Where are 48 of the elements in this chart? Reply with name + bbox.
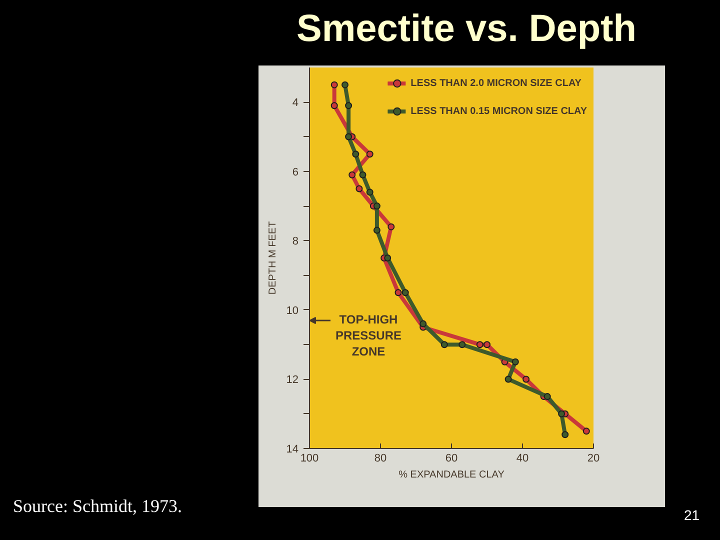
point bbox=[512, 358, 519, 366]
y-tick-label: 14 bbox=[286, 444, 299, 456]
point bbox=[373, 202, 380, 210]
point bbox=[388, 223, 395, 230]
point bbox=[366, 150, 374, 158]
point bbox=[562, 431, 569, 438]
x-tick-label: 60 bbox=[445, 452, 458, 464]
point bbox=[394, 289, 402, 296]
point bbox=[402, 289, 409, 296]
point bbox=[544, 393, 551, 400]
point bbox=[384, 254, 392, 262]
point bbox=[342, 81, 348, 88]
point bbox=[522, 376, 530, 383]
point bbox=[458, 341, 466, 348]
chart-title: Smectite vs. Depth bbox=[296, 7, 636, 52]
point bbox=[356, 185, 363, 192]
point bbox=[345, 133, 352, 140]
x-tick-label: 20 bbox=[587, 452, 600, 464]
legend-label: LESS THAN 0.15 MICRON SIZE CLAY bbox=[410, 106, 587, 116]
y-tick-label: 12 bbox=[286, 374, 299, 386]
point bbox=[352, 150, 360, 158]
point bbox=[440, 341, 448, 348]
y-tick-label: 10 bbox=[286, 304, 299, 317]
y-tick-label: 6 bbox=[292, 166, 299, 178]
text: 21 bbox=[684, 506, 700, 525]
y-tick-label: 4 bbox=[292, 97, 299, 110]
point bbox=[484, 341, 490, 348]
point bbox=[582, 428, 590, 435]
point bbox=[373, 226, 380, 234]
legend-label: LESS THAN 2.0 MICRON SIZE CLAY bbox=[410, 78, 582, 88]
point bbox=[348, 171, 356, 178]
point bbox=[359, 171, 366, 178]
point bbox=[476, 341, 484, 348]
point bbox=[330, 102, 338, 110]
x-tick-label: 100 bbox=[300, 452, 319, 464]
point bbox=[330, 81, 338, 88]
point bbox=[504, 376, 512, 383]
point bbox=[558, 410, 566, 418]
point bbox=[366, 188, 374, 196]
x-tick-label: 40 bbox=[516, 452, 529, 464]
point bbox=[345, 102, 352, 110]
x-tick-label: 80 bbox=[374, 452, 387, 464]
y-axis-title: DEPTH M FEET bbox=[267, 221, 278, 295]
annotation: TOP-HIGH PRESSURE ZONE bbox=[335, 312, 402, 359]
y-tick-label: 8 bbox=[292, 236, 299, 248]
source-note: Source: Schmidt, 1973. bbox=[13, 495, 182, 518]
point bbox=[420, 320, 427, 328]
x-axis-title: % EXPANDABLE CLAY bbox=[398, 470, 505, 480]
